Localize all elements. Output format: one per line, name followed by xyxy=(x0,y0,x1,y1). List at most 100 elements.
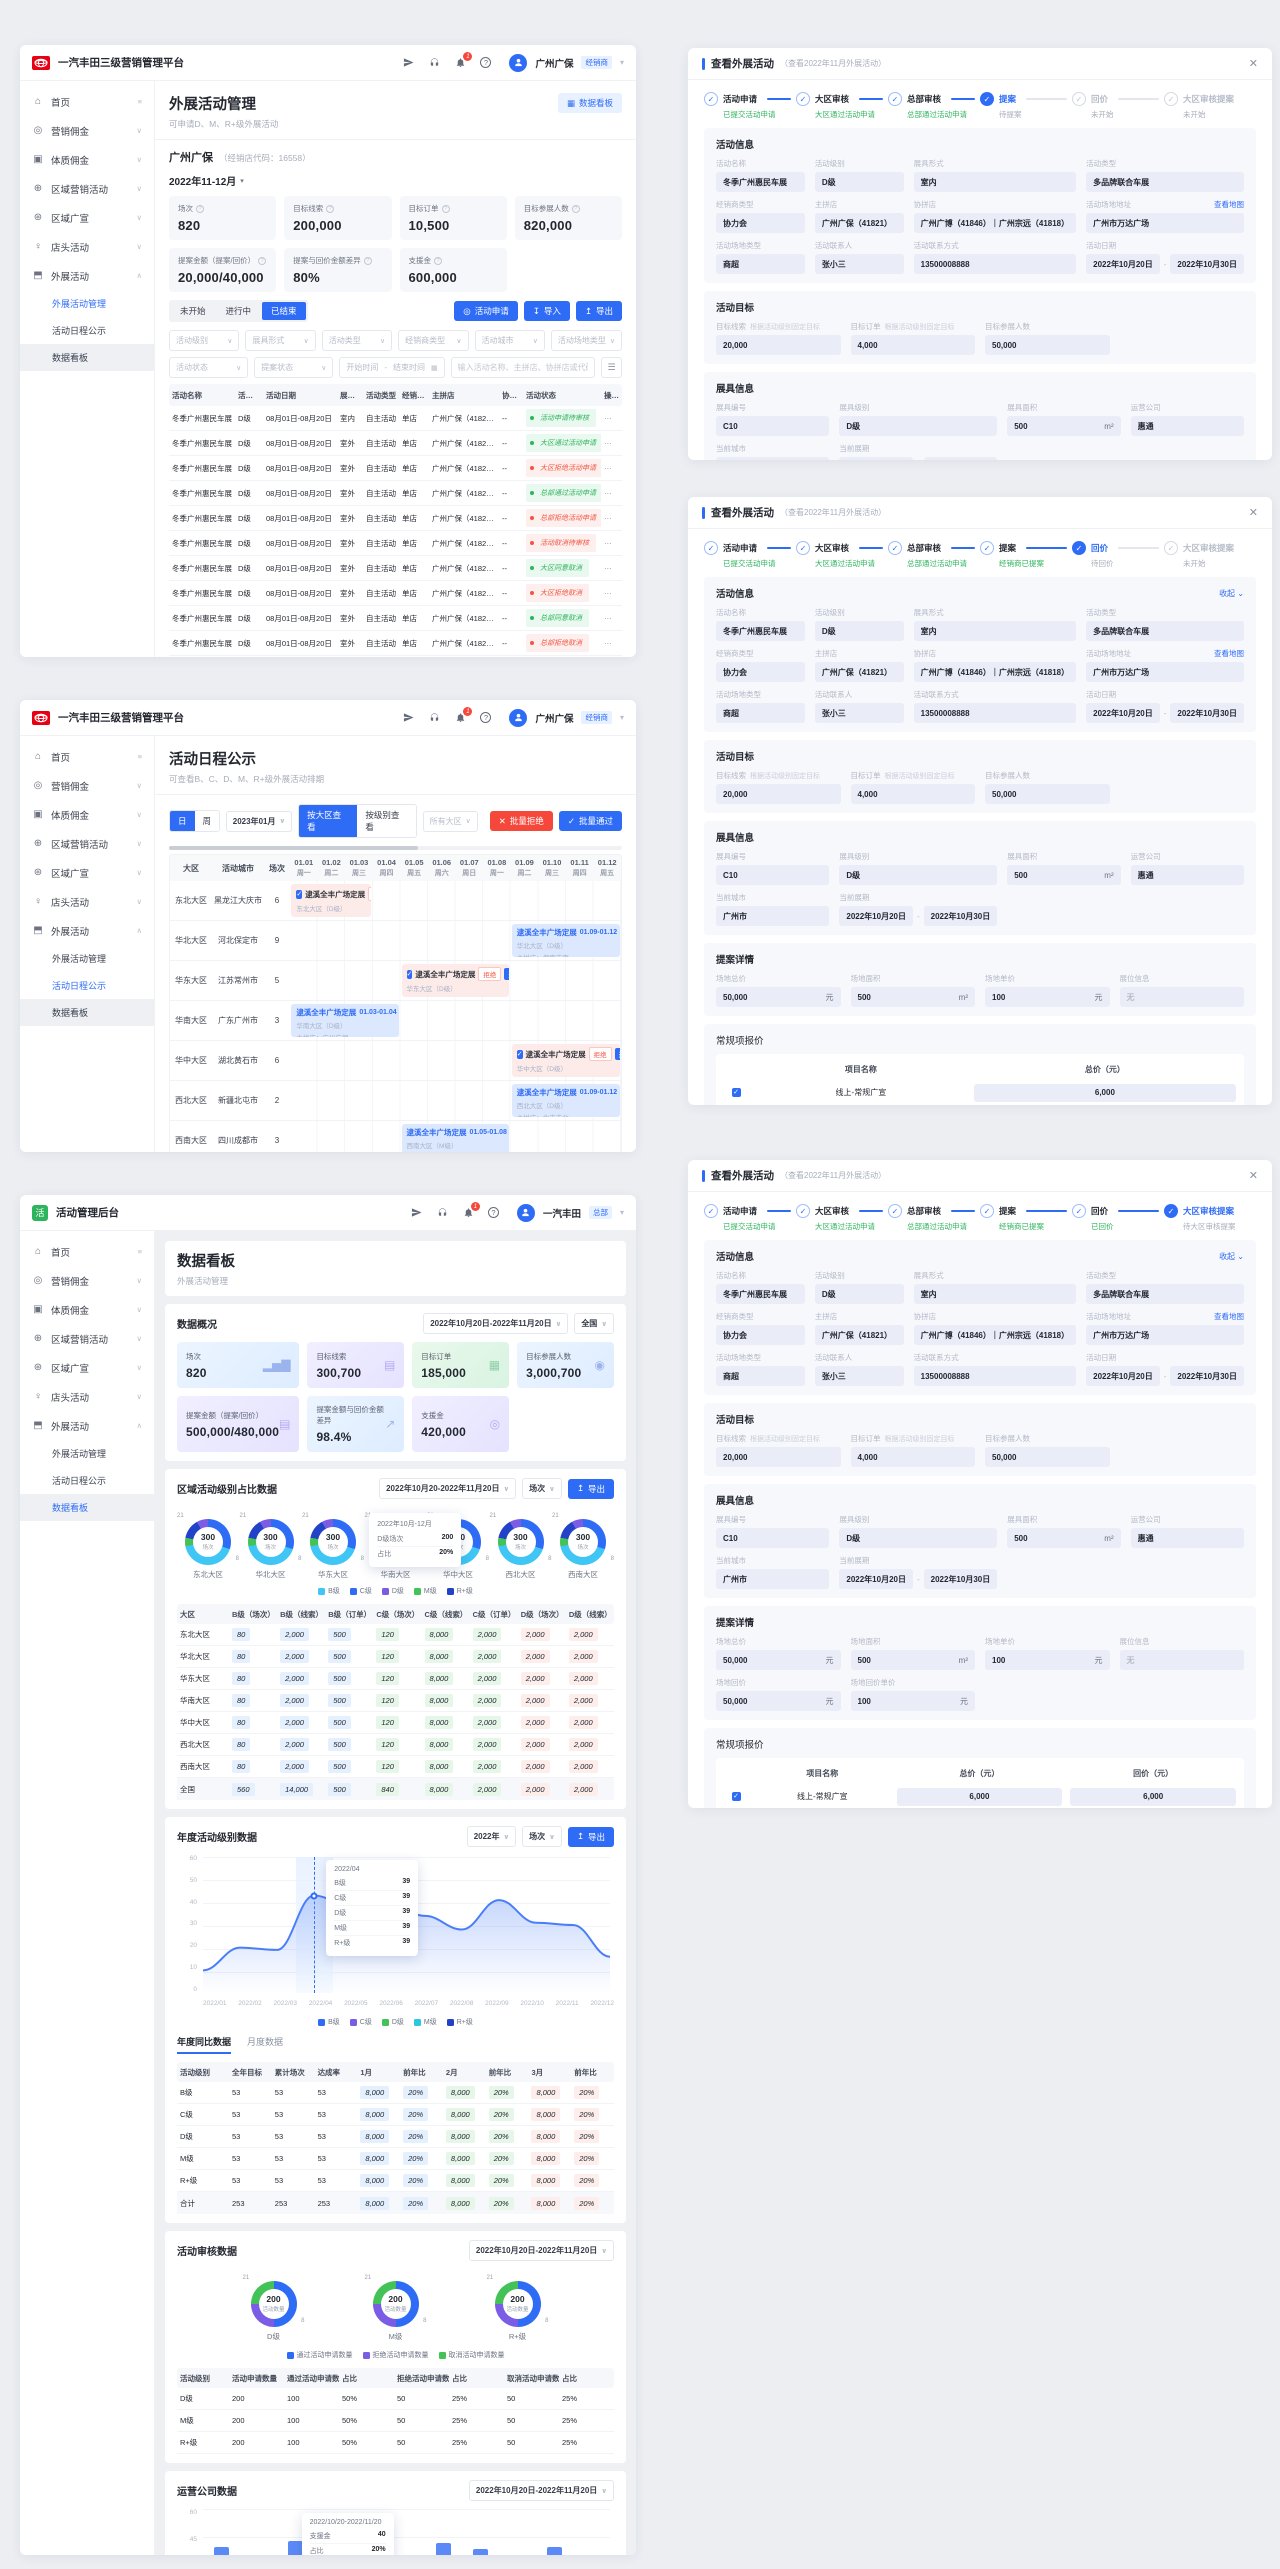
period-select[interactable]: 2022年11-12月 ▾ xyxy=(169,177,244,188)
pass-button[interactable]: 通过 xyxy=(614,1048,620,1060)
export-button[interactable]: ↥ 导出 xyxy=(567,1826,614,1847)
sidebar-item[interactable]: ⊛ 区域广宣 ∨ xyxy=(20,203,154,232)
chevron-down-icon[interactable]: ▾ xyxy=(619,58,624,67)
sidebar-item[interactable]: ⬒ 外展活动 ∧ xyxy=(33,1420,142,1433)
close-icon[interactable]: ✕ xyxy=(1248,1170,1258,1182)
region-select[interactable]: 所有大区 ∨ xyxy=(422,810,478,832)
row-actions[interactable]: ⋯ xyxy=(604,513,612,523)
sidebar-item[interactable]: ◎ 营销佣金 ∨ xyxy=(20,116,154,145)
date-range-picker[interactable]: 开始时间 - 结束时间 ▦ xyxy=(339,357,445,378)
row-actions[interactable]: ⋯ xyxy=(604,613,612,623)
pass-button[interactable]: 通过 xyxy=(504,968,510,980)
row-actions[interactable]: ⋯ xyxy=(604,463,612,473)
day-toggle[interactable]: 日 xyxy=(170,811,195,831)
date-range-select[interactable]: 2022年10月20-2022年11月20日 ∨ xyxy=(379,1478,517,1499)
metric-select[interactable]: 场次 ∨ xyxy=(522,1478,562,1499)
sidebar-item[interactable]: ⌂ 首页 ≡ xyxy=(34,751,142,764)
filter-select-proposal[interactable]: 提案状态 ∨ xyxy=(254,357,334,378)
sidebar-item-schedule[interactable]: 活动日程公示 xyxy=(52,326,107,336)
week-toggle[interactable]: 周 xyxy=(194,811,219,831)
calendar-event-pending[interactable]: ✓逮溪全丰广场定展拒绝通过 华中大区（D级）主拼店：黄石丰石 xyxy=(511,1044,620,1077)
sidebar-item[interactable]: ♀ 店头活动 ∨ xyxy=(34,896,142,909)
sidebar-item[interactable]: ⬒ 外展活动 ∧ xyxy=(33,925,142,938)
headset-icon[interactable] xyxy=(428,711,441,724)
collapse-link[interactable]: 收起 ⌄ xyxy=(1219,1251,1244,1261)
sidebar-item[interactable]: ♀ 店头活动 ∨ xyxy=(20,232,154,261)
collapse-link[interactable]: 收起 ⌄ xyxy=(1219,588,1244,598)
bell-icon[interactable]: 1 xyxy=(454,707,473,724)
row-actions[interactable]: ⋯ xyxy=(604,638,612,648)
sidebar-item[interactable]: ♀ 店头活动 ∨ xyxy=(34,1391,142,1404)
headset-icon[interactable] xyxy=(428,56,441,69)
region-select[interactable]: 全国 ∨ xyxy=(574,1313,614,1334)
checkbox-checked[interactable]: ✓ xyxy=(731,1792,741,1801)
headset-icon[interactable] xyxy=(436,1206,449,1219)
view-by-level[interactable]: 按级别查看 xyxy=(357,805,416,837)
status-tab[interactable]: 未开始 xyxy=(180,306,206,316)
filter-select-status[interactable]: 活动状态 ∨ xyxy=(169,357,249,378)
row-actions[interactable]: ⋯ xyxy=(604,438,612,448)
filter-select[interactable]: 活动场地类型 ∨ xyxy=(550,330,622,351)
close-icon[interactable]: ✕ xyxy=(1248,58,1258,70)
date-range-select[interactable]: 2022年10月20日-2022年11月20日 ∨ xyxy=(468,2240,614,2261)
sidebar-item[interactable]: ◎ 营销佣金 ∨ xyxy=(33,780,142,793)
row-actions[interactable]: ⋯ xyxy=(604,588,612,598)
reject-button[interactable]: 拒绝 xyxy=(368,887,372,901)
sidebar-item[interactable]: ⌂ 首页 ≡ xyxy=(34,1246,142,1259)
month-select[interactable]: 2023年01月 ∨ xyxy=(225,810,293,832)
metric-select[interactable]: 场次 ∨ xyxy=(522,1826,562,1847)
avatar[interactable] xyxy=(509,53,528,72)
bell-icon[interactable]: 1 xyxy=(454,52,473,69)
export-button[interactable]: ↥ 导出 xyxy=(567,1478,614,1499)
checkbox-checked[interactable]: ✓ xyxy=(731,1088,741,1097)
sidebar-item-exhibition-management[interactable]: 外展活动管理 xyxy=(52,954,107,964)
sidebar-item[interactable]: ◎ 营销佣金 ∨ xyxy=(33,1275,142,1288)
export-button[interactable]: ↥ 导出 xyxy=(575,301,622,321)
checkbox-checked[interactable]: ✓ xyxy=(296,889,303,899)
chevron-down-icon[interactable]: ▾ xyxy=(619,713,624,722)
data-tab[interactable]: 年度同比数据 xyxy=(177,2035,232,2054)
sidebar-item-dashboard[interactable]: 数据看板 xyxy=(20,1494,154,1521)
import-button[interactable]: ↧ 导入 xyxy=(523,301,570,321)
sidebar-item-dashboard[interactable]: 数据看板 xyxy=(20,999,154,1026)
help-icon[interactable]: ? xyxy=(480,712,492,723)
data-tab[interactable]: 月度数据 xyxy=(247,2037,284,2047)
sidebar-item[interactable]: ⌂ 首页 ≡ xyxy=(20,87,154,116)
checkbox-checked[interactable]: ✓ xyxy=(406,969,413,979)
batch-reject-button[interactable]: ✕ 批量拒绝 xyxy=(489,811,553,831)
sidebar-item-dashboard[interactable]: 数据看板 xyxy=(20,344,154,371)
filter-select[interactable]: 活动级别 ∨ xyxy=(169,330,240,351)
view-map-link[interactable]: 查看地图 xyxy=(1214,649,1244,658)
column-settings-icon[interactable]: ☰ xyxy=(601,357,623,378)
help-icon[interactable]: ? xyxy=(487,1207,499,1218)
year-select[interactable]: 2022年 ∨ xyxy=(466,1826,517,1847)
reject-button[interactable]: 拒绝 xyxy=(588,1047,612,1061)
bell-icon[interactable]: 1 xyxy=(462,1202,480,1219)
sidebar-item-schedule[interactable]: 活动日程公示 xyxy=(52,1476,107,1486)
sidebar-item[interactable]: ▣ 体质佣金 ∨ xyxy=(20,145,154,174)
send-icon[interactable] xyxy=(410,1206,423,1219)
dashboard-button[interactable]: ▦ 数据看板 xyxy=(557,93,622,113)
row-actions[interactable]: ⋯ xyxy=(604,538,612,548)
filter-select[interactable]: 活动类型 ∨ xyxy=(321,330,393,351)
sidebar-item-exhibition-management[interactable]: 外展活动管理 xyxy=(52,299,107,309)
view-map-link[interactable]: 查看地图 xyxy=(1214,200,1244,209)
sidebar-item-schedule[interactable]: 活动日程公示 xyxy=(52,981,107,991)
sidebar-item[interactable]: ⊛ 区域广宣 ∨ xyxy=(33,1362,142,1375)
view-map-link[interactable]: 查看地图 xyxy=(1214,1312,1244,1321)
horizontal-scrollbar[interactable] xyxy=(169,846,622,850)
search-input[interactable] xyxy=(450,357,596,378)
status-tab[interactable]: 进行中 xyxy=(225,306,252,316)
close-icon[interactable]: ✕ xyxy=(1248,507,1258,519)
help-icon[interactable]: ? xyxy=(480,57,492,68)
sidebar-item[interactable]: ⊕ 区域营销活动 ∨ xyxy=(33,1333,142,1346)
view-by-region[interactable]: 按大区查看 xyxy=(299,805,358,837)
sidebar-item-exhibition-management[interactable]: 外展活动管理 xyxy=(52,1449,107,1459)
date-range-select[interactable]: 2022年10月20日-2022年11月20日 ∨ xyxy=(423,1313,569,1334)
send-icon[interactable] xyxy=(402,711,415,724)
checkbox-checked[interactable]: ✓ xyxy=(516,1049,523,1059)
sidebar-item[interactable]: ⊕ 区域营销活动 ∨ xyxy=(33,838,142,851)
